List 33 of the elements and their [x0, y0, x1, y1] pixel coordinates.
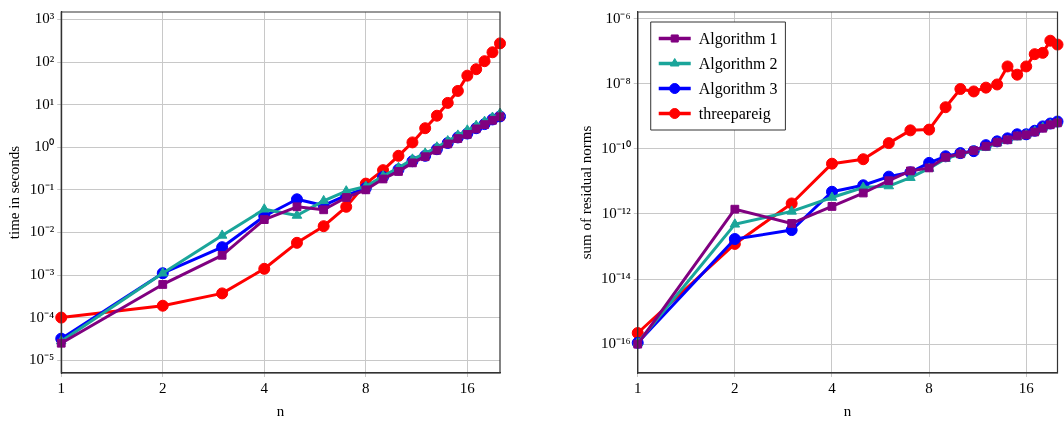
y-tick-label: 10³ [34, 10, 55, 27]
y-tick-label: 10⁻² [29, 223, 55, 240]
legend-label: Algorithm 2 [698, 54, 778, 73]
y-tick-label: 10⁻⁵ [29, 351, 55, 368]
legend-label: Algorithm 1 [698, 29, 778, 48]
y-tick-label: 10⁻¹⁰ [601, 139, 631, 156]
x-tick-label: 4 [828, 379, 837, 396]
x-tick-label: 16 [459, 379, 476, 396]
x-tick-label: 2 [159, 379, 167, 396]
y-tick-label: 10⁻⁸ [605, 74, 631, 91]
y-axis-title: sum of residual norms [577, 125, 594, 260]
y-tick-label: 10⁻¹⁶ [600, 335, 631, 352]
y-tick-label: 10⁻¹⁴ [600, 269, 631, 286]
y-tick-label: 10⁻¹ [29, 180, 55, 197]
y-tick-label: 10⁻³ [29, 265, 55, 282]
y-tick-label: 10¹ [34, 95, 55, 112]
x-axis-title: n [843, 402, 852, 419]
x-tick-label: 1 [633, 379, 642, 396]
y-axis-title: time in seconds [5, 145, 22, 240]
x-tick-label: 8 [925, 379, 933, 396]
legend-label: threepareig [698, 104, 771, 123]
y-tick-label: 10² [34, 53, 55, 70]
x-tick-label: 16 [1018, 379, 1035, 396]
y-tick-label: 10⁰ [34, 138, 55, 155]
x-tick-label: 2 [731, 379, 739, 396]
y-tick-label: 10⁻¹² [601, 204, 632, 221]
x-axis-title: n [276, 402, 285, 419]
x-tick-label: 1 [57, 379, 65, 396]
legend-label: Algorithm 3 [698, 79, 778, 98]
x-tick-label: 4 [260, 379, 269, 396]
x-tick-label: 8 [362, 379, 370, 396]
y-tick-label: 10⁻⁶ [605, 9, 631, 26]
y-tick-label: 10⁻⁴ [29, 308, 55, 325]
